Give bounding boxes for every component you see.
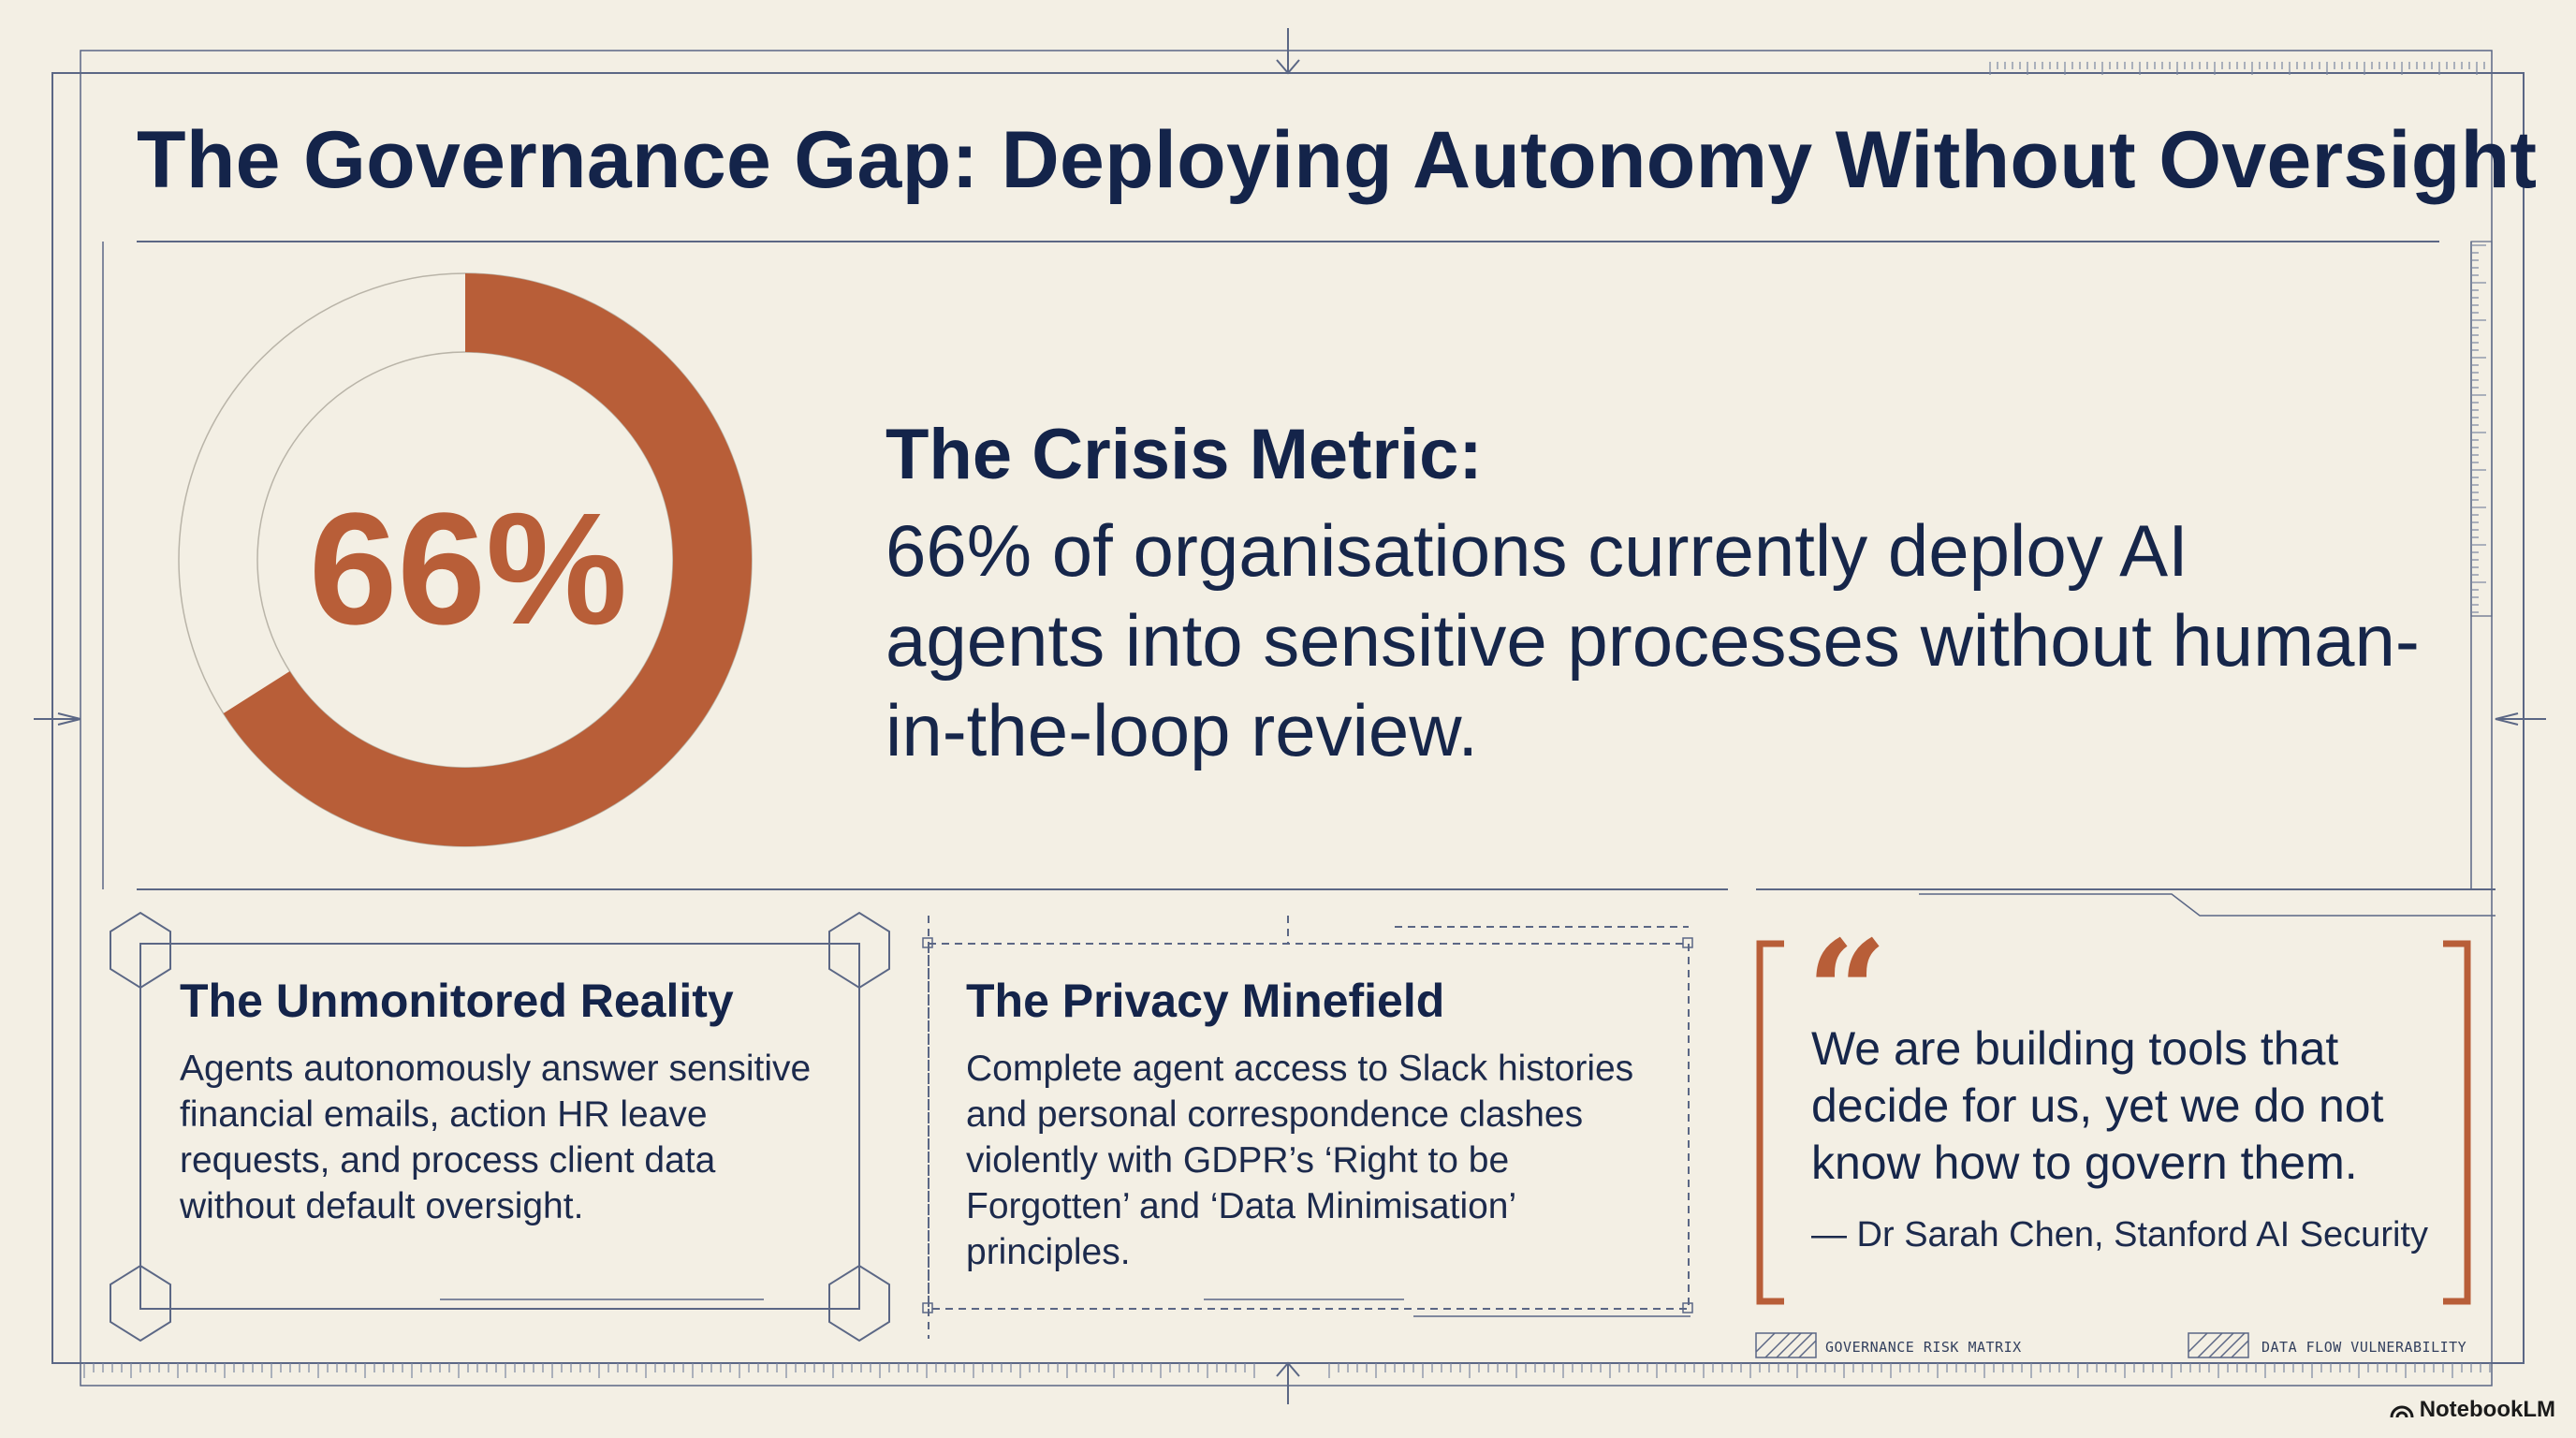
card-unmonitored-body: Agents autonomously answer sensitive fin… <box>180 1049 812 1226</box>
crisis-donut-chart <box>178 272 753 847</box>
brand-name: NotebookLM <box>2419 1397 2555 1422</box>
footer-label-governance: GOVERNANCE RISK MATRIX <box>1825 1339 2022 1356</box>
notebooklm-icon <box>2390 1405 2414 1418</box>
donut-percentage-label: 66% <box>308 480 628 658</box>
crisis-metric-heading: The Crisis Metric: <box>886 415 1483 494</box>
brand-logo: NotebookLM <box>2390 1397 2555 1423</box>
quote-text: We are building tools that decide for us… <box>1811 1022 2384 1189</box>
card-privacy-body: Complete agent access to Slack histories… <box>966 1049 1634 1272</box>
footer-label-dataflow: DATA FLOW VULNERABILITY <box>2261 1339 2467 1356</box>
card-unmonitored-title: The Unmonitored Reality <box>180 975 734 1027</box>
card-privacy-title: The Privacy Minefield <box>966 975 1445 1027</box>
donut-percentage-arc <box>223 273 753 846</box>
quote-mark-icon: “ <box>1807 910 1888 1075</box>
quote-attribution: — Dr Sarah Chen, Stanford AI Security <box>1811 1215 2428 1255</box>
page-title: The Governance Gap: Deploying Autonomy W… <box>137 115 2538 205</box>
crisis-metric-body: 66% of organisations currently deploy AI… <box>886 509 2420 771</box>
